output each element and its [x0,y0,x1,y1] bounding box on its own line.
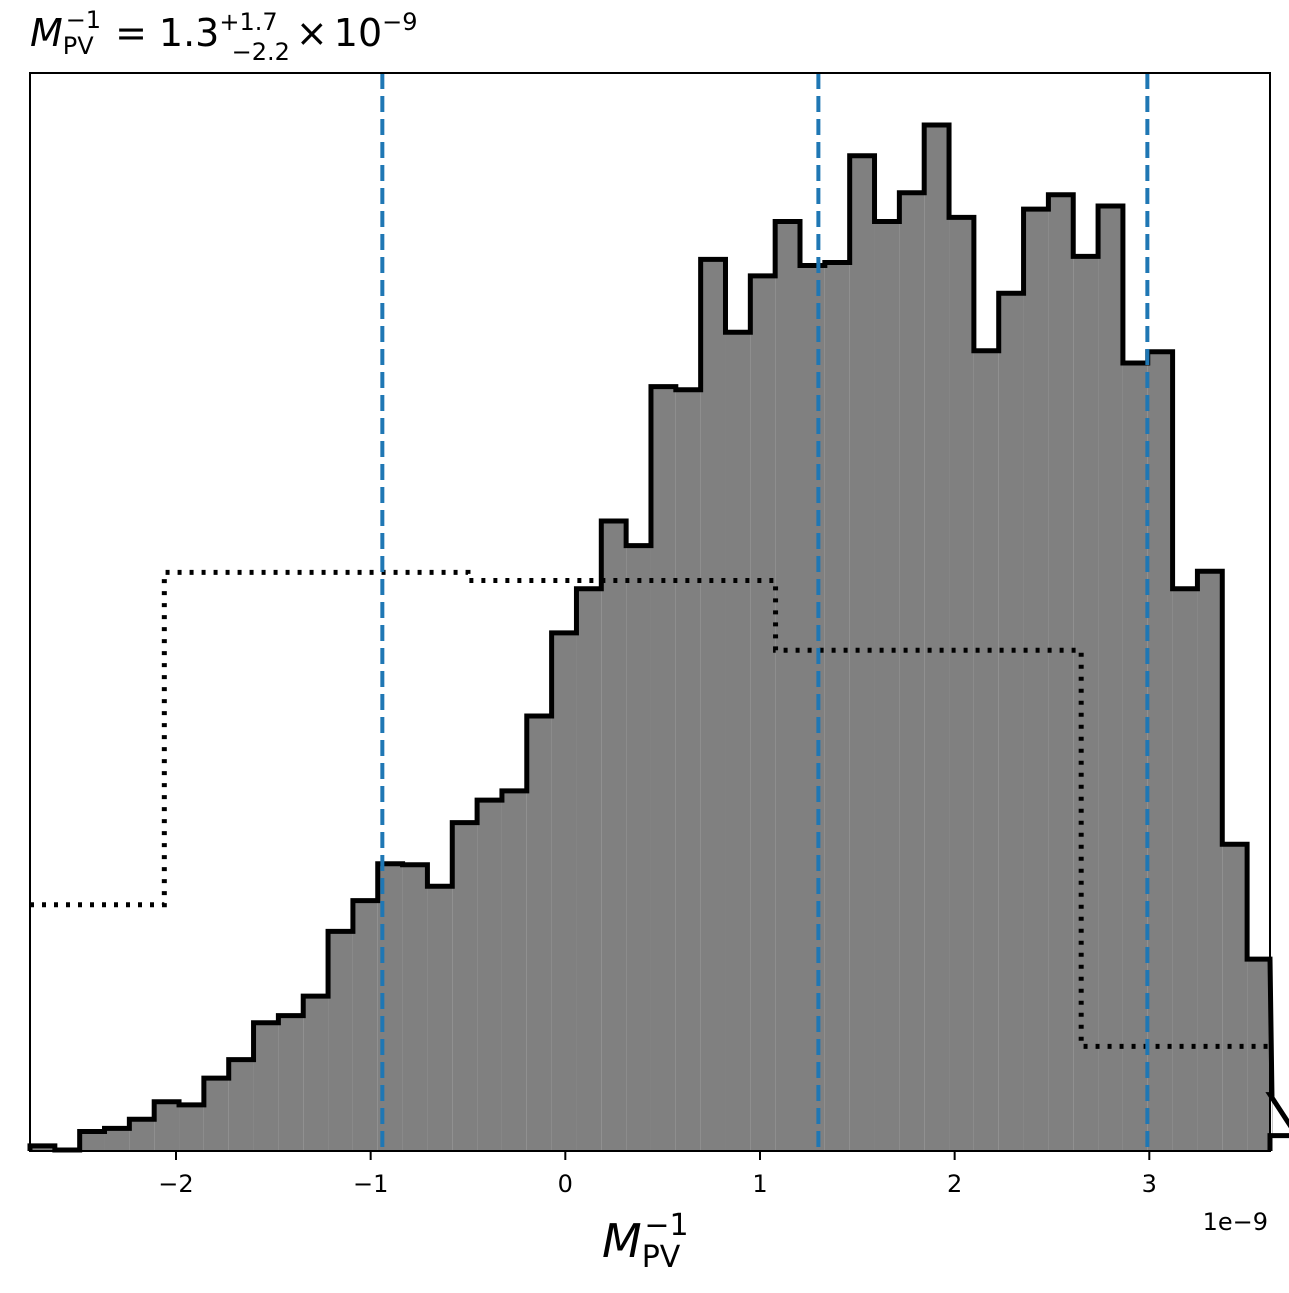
prior-histogram [30,569,1270,1049]
posterior-bin [1122,363,1148,1152]
posterior-bin [328,931,353,1151]
posterior-bin [526,715,552,1151]
x-offset-label: 1e−9 [1203,1208,1268,1236]
chart-title: MPV−1 = 1.3+1.7 −2.2 × 10−9 [30,6,418,66]
title-base: 10 [334,11,382,55]
posterior-bin [551,632,577,1151]
posterior-bin [1023,209,1049,1151]
posterior-bin [1172,588,1198,1151]
posterior-bin [973,350,999,1152]
posterior-bin [179,1104,204,1151]
title-exponent: −9 [382,8,417,36]
title-symbol-sub: PV [63,32,94,60]
xlabel-sup: −1 [644,1208,688,1243]
posterior-bin [849,155,875,1151]
posterior-bin [800,265,825,1151]
posterior-bin [253,1022,279,1151]
posterior-bin [352,900,378,1151]
posterior-bin [1197,571,1223,1151]
posterior-bin [874,221,900,1152]
posterior-bin [650,386,676,1151]
posterior-bin [949,217,974,1152]
title-minus: −2.2 [232,38,290,66]
posterior-bin [79,1131,105,1151]
posterior-bin [601,521,627,1151]
x-tick-label: 0 [558,1170,573,1198]
posterior-bin [278,1015,304,1151]
posterior-bin [1247,959,1270,1151]
title-symbol-sup: −1 [66,6,101,34]
posterior-outline [27,122,1289,1153]
posterior-bin [998,293,1024,1151]
svg-text:MPV−1=1.3+1.7−2.2×10−9: MPV−1 = 1.3+1.7 −2.2 × 10−9 [30,6,418,66]
prior-outline [30,569,1270,1049]
posterior-bin [899,192,925,1151]
posterior-bin [626,545,651,1151]
posterior-bin [303,996,329,1151]
title-value: 1.3 [159,11,219,55]
posterior-bin [675,389,701,1151]
posterior-bin [203,1078,229,1151]
posterior-bin [1098,206,1123,1151]
svg-text:MPV−1: MPV−1 [602,1208,689,1275]
title-plus: +1.7 [219,8,277,36]
posterior-bin [1048,194,1074,1151]
posterior-bin [402,864,428,1151]
posterior-bin [1073,256,1099,1151]
xlabel-sub: PV [642,1240,681,1275]
posterior-bin [775,221,801,1152]
plot-area [27,72,1289,1153]
x-axis-label: MPV−1 [602,1208,689,1275]
credible-interval-lines [380,73,1150,1151]
posterior-bin [104,1128,130,1151]
posterior-bin [30,1145,55,1151]
posterior-bin [228,1059,254,1151]
x-tick-label: −2 [158,1170,193,1198]
posterior-bin [1147,351,1173,1152]
posterior-histogram [27,122,1289,1153]
x-tick-label: 1 [752,1170,767,1198]
posterior-bin [924,125,950,1151]
posterior-bin [725,332,751,1151]
title-equals: = [115,11,147,55]
posterior-bin [824,262,850,1151]
plot-frame [29,72,1271,1152]
posterior-bin [427,886,453,1151]
posterior-bin [700,259,726,1151]
xlabel-symbol: M [602,1214,642,1268]
x-axis: −2 −1 0 1 2 3 [158,1151,1157,1198]
title-times: × [296,11,328,55]
posterior-bin [1222,844,1248,1151]
posterior-bin [750,275,776,1151]
posterior-bin [477,800,502,1151]
posterior-bin [576,588,602,1151]
x-tick-label: 3 [1142,1170,1157,1198]
posterior-bin [452,822,478,1151]
posterior-bin [1271,1094,1273,1151]
x-tick-label: 2 [947,1170,962,1198]
title-symbol: M [30,11,63,55]
posterior-bin [501,790,527,1151]
x-tick-label: −1 [353,1170,388,1198]
posterior-bin [154,1101,180,1151]
posterior-bin [129,1119,155,1151]
